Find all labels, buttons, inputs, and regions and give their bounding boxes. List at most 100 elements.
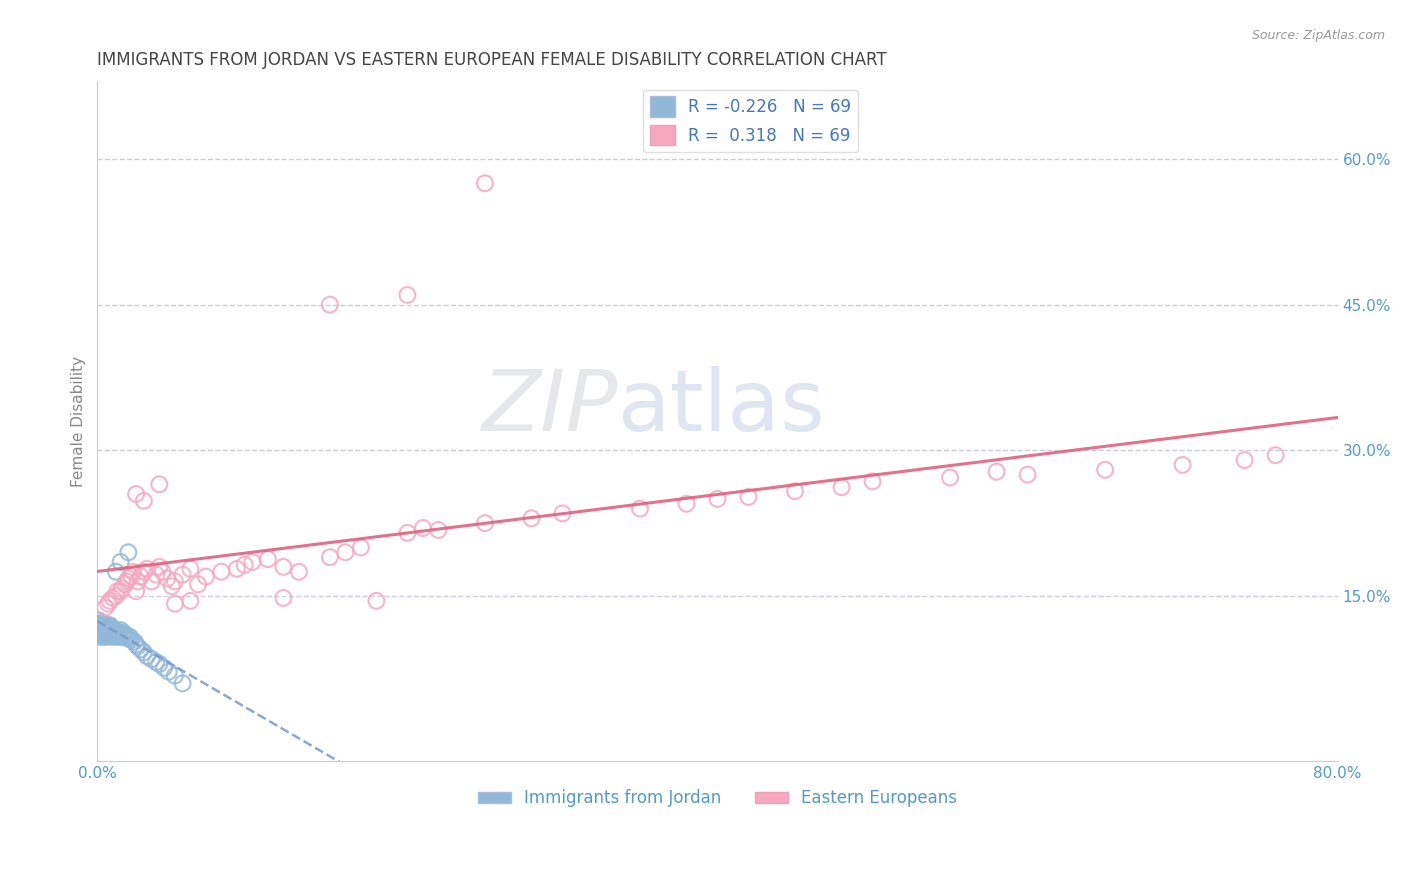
Point — [94, 600, 117, 615]
Point — [125, 487, 148, 501]
Point — [98, 628, 121, 642]
Point — [93, 620, 115, 634]
Point — [97, 597, 120, 611]
Point — [107, 628, 129, 642]
Point — [101, 591, 124, 605]
Text: ZIP: ZIP — [482, 366, 619, 449]
Point — [98, 623, 121, 637]
Point — [96, 618, 118, 632]
Point — [172, 567, 194, 582]
Point — [141, 574, 163, 589]
Point — [97, 626, 120, 640]
Point — [87, 613, 110, 627]
Point — [112, 626, 135, 640]
Point — [96, 624, 118, 639]
Point — [163, 597, 186, 611]
Point — [127, 640, 149, 654]
Point — [474, 177, 496, 191]
Point — [1233, 453, 1256, 467]
Point — [89, 626, 111, 640]
Point — [474, 516, 496, 531]
Point — [129, 569, 152, 583]
Point — [862, 475, 884, 489]
Point — [108, 630, 131, 644]
Point — [225, 562, 247, 576]
Point — [115, 630, 138, 644]
Point — [104, 589, 127, 603]
Y-axis label: Female Disability: Female Disability — [72, 356, 86, 487]
Point — [551, 507, 574, 521]
Point — [117, 572, 139, 586]
Point — [110, 584, 132, 599]
Point — [100, 626, 122, 640]
Point — [163, 668, 186, 682]
Point — [94, 619, 117, 633]
Point — [96, 630, 118, 644]
Point — [148, 477, 170, 491]
Point — [87, 618, 110, 632]
Point — [132, 493, 155, 508]
Point — [117, 632, 139, 646]
Point — [98, 618, 121, 632]
Point — [350, 541, 373, 555]
Point — [986, 465, 1008, 479]
Point — [172, 676, 194, 690]
Point — [831, 480, 853, 494]
Point — [89, 620, 111, 634]
Point — [163, 574, 186, 589]
Point — [157, 665, 180, 679]
Point — [366, 594, 388, 608]
Point — [117, 545, 139, 559]
Point — [783, 484, 806, 499]
Point — [396, 288, 419, 302]
Point — [242, 555, 264, 569]
Point — [148, 560, 170, 574]
Point — [100, 620, 122, 634]
Point — [273, 560, 295, 574]
Point — [132, 645, 155, 659]
Point — [319, 298, 342, 312]
Point — [94, 628, 117, 642]
Point — [335, 545, 357, 559]
Point — [160, 579, 183, 593]
Point — [103, 623, 125, 637]
Point — [156, 572, 179, 586]
Point — [101, 622, 124, 636]
Point — [104, 565, 127, 579]
Point — [145, 655, 167, 669]
Point — [110, 623, 132, 637]
Point — [125, 638, 148, 652]
Point — [427, 523, 450, 537]
Point — [104, 630, 127, 644]
Point — [628, 501, 651, 516]
Point — [97, 620, 120, 634]
Point — [120, 632, 142, 647]
Point — [91, 628, 114, 642]
Point — [132, 565, 155, 579]
Point — [91, 623, 114, 637]
Point — [136, 562, 159, 576]
Point — [233, 558, 256, 572]
Point — [145, 567, 167, 582]
Legend: Immigrants from Jordan, Eastern Europeans: Immigrants from Jordan, Eastern European… — [471, 782, 965, 814]
Point — [194, 569, 217, 583]
Point — [89, 623, 111, 637]
Point — [115, 574, 138, 589]
Point — [91, 620, 114, 634]
Point — [179, 562, 201, 576]
Point — [127, 574, 149, 589]
Point — [737, 490, 759, 504]
Point — [91, 624, 114, 639]
Point — [148, 657, 170, 671]
Point — [111, 628, 134, 642]
Point — [273, 591, 295, 605]
Point — [1094, 463, 1116, 477]
Point — [114, 577, 136, 591]
Point — [87, 623, 110, 637]
Point — [706, 491, 728, 506]
Point — [257, 552, 280, 566]
Point — [97, 622, 120, 636]
Point — [118, 630, 141, 644]
Point — [153, 661, 176, 675]
Point — [412, 521, 434, 535]
